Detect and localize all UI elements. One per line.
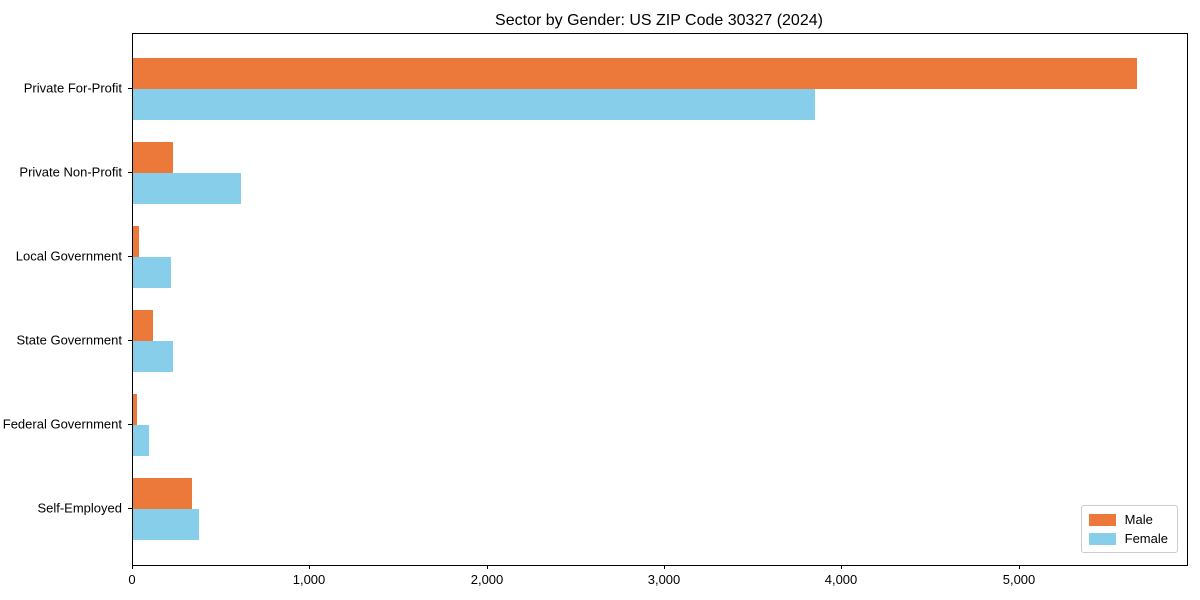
x-tick-label-2-000: 2,000	[470, 572, 504, 587]
bar-female-self-employed	[133, 509, 199, 540]
legend-item-female: Female	[1088, 531, 1168, 546]
y-tick-label-federal-government: Federal Government	[2, 416, 122, 432]
y-tick-mark	[128, 424, 132, 425]
x-tick-mark	[132, 565, 133, 569]
legend-swatch-female	[1088, 532, 1116, 545]
x-tick-label-0: 0	[128, 572, 136, 587]
bar-female-federal-government	[133, 425, 149, 456]
y-tick-label-local-government: Local Government	[15, 248, 122, 264]
y-tick-label-private-for-profit: Private For-Profit	[23, 80, 122, 96]
bar-male-local-government	[133, 226, 139, 257]
y-tick-mark	[128, 340, 132, 341]
x-tick-label-4-000: 4,000	[824, 572, 858, 587]
legend-label-female: Female	[1124, 531, 1168, 546]
y-tick-label-private-non-profit: Private Non-Profit	[19, 164, 122, 180]
x-tick-label-1-000: 1,000	[292, 572, 326, 587]
legend: Male Female	[1080, 505, 1178, 553]
y-tick-mark	[128, 172, 132, 173]
legend-swatch-male	[1088, 513, 1116, 526]
x-tick-mark	[664, 565, 665, 569]
x-tick-mark	[309, 565, 310, 569]
x-tick-label-3-000: 3,000	[647, 572, 681, 587]
bar-male-private-for-profit	[133, 58, 1137, 89]
bar-male-federal-government	[133, 394, 137, 425]
legend-item-male: Male	[1088, 512, 1168, 527]
bar-female-local-government	[133, 257, 171, 288]
chart-title: Sector by Gender: US ZIP Code 30327 (202…	[495, 12, 823, 29]
bar-female-private-for-profit	[133, 89, 815, 120]
plot-area: Male Female	[132, 33, 1188, 566]
legend-label-male: Male	[1124, 512, 1153, 527]
x-tick-mark	[487, 565, 488, 569]
bar-male-private-non-profit	[133, 142, 173, 173]
bar-female-private-non-profit	[133, 173, 241, 204]
y-tick-mark	[128, 88, 132, 89]
bar-male-self-employed	[133, 478, 192, 509]
x-tick-label-5-000: 5,000	[1002, 572, 1036, 587]
y-tick-mark	[128, 508, 132, 509]
y-tick-mark	[128, 256, 132, 257]
y-tick-label-self-employed: Self-Employed	[37, 500, 122, 516]
x-tick-mark	[841, 565, 842, 569]
x-tick-mark	[1019, 565, 1020, 569]
bar-male-state-government	[133, 310, 153, 341]
bar-female-state-government	[133, 341, 173, 372]
y-tick-label-state-government: State Government	[16, 332, 123, 348]
